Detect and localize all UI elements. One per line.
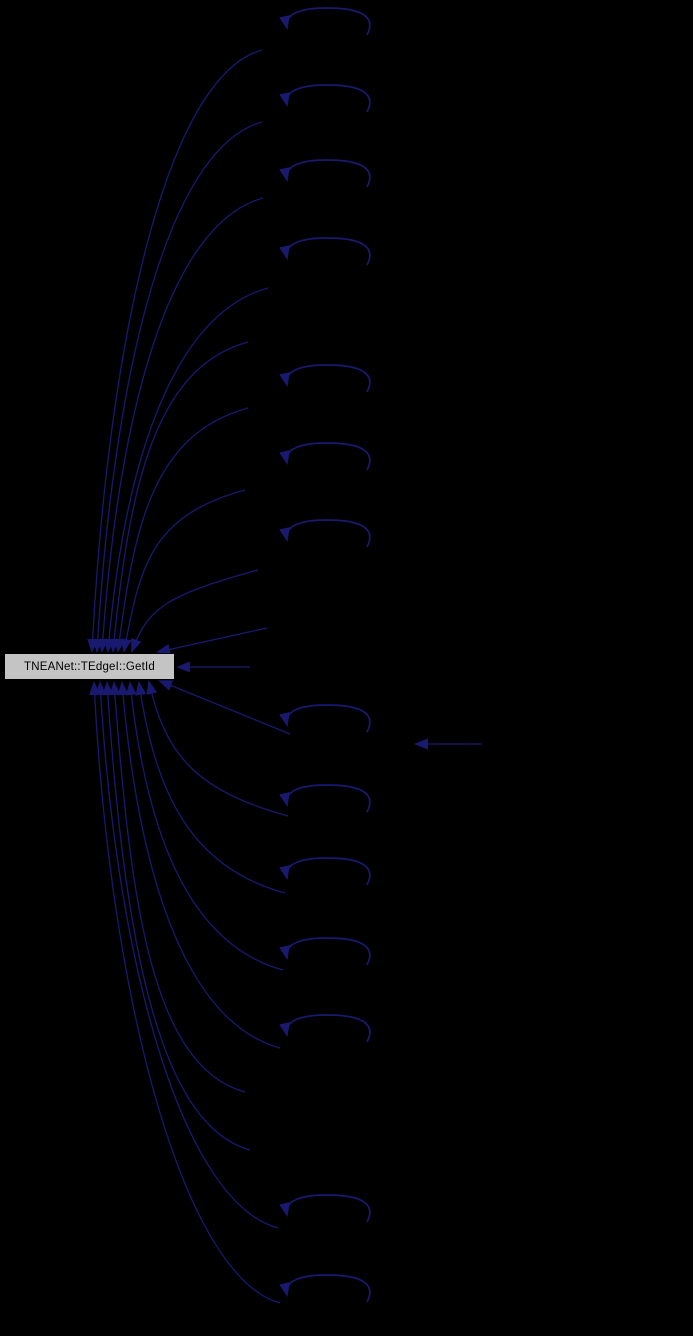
self-loop-edge — [279, 704, 371, 733]
caller-edge — [156, 627, 268, 655]
self-loop-edge — [279, 784, 371, 813]
self-loop-edge — [279, 1194, 371, 1223]
caller-edge — [92, 121, 263, 653]
caller-edge — [89, 681, 281, 1304]
center-node-label: TNEANet::TEdgeI::GetId — [24, 660, 155, 673]
caller-edge — [87, 49, 263, 653]
self-loop-edge — [279, 7, 371, 36]
caller-edge — [158, 680, 291, 735]
caller-edge — [120, 489, 246, 653]
caller-edge — [102, 681, 251, 1151]
caller-edge — [131, 569, 259, 653]
self-loop-edge — [279, 84, 371, 113]
self-loop-edge — [279, 442, 371, 471]
self-loop-edge — [279, 857, 371, 886]
caller-edge — [108, 341, 249, 653]
self-loop-edge — [279, 159, 371, 188]
self-loop-edge — [279, 237, 371, 266]
caller-edge — [103, 287, 269, 653]
caller-edge — [109, 681, 246, 1093]
self-loop-edge — [279, 937, 371, 966]
caller-edge — [135, 681, 286, 894]
self-loop-edge — [279, 1274, 371, 1303]
caller-edge — [117, 681, 281, 1049]
caller-edge — [146, 680, 289, 817]
self-loop-edge — [279, 1014, 371, 1043]
caller-edge — [97, 197, 264, 653]
center-node[interactable]: TNEANet::TEdgeI::GetId — [4, 653, 175, 680]
caller-edge — [125, 681, 284, 971]
self-loop-edge — [279, 364, 371, 393]
caller-edge — [95, 681, 279, 1229]
self-loop-edge — [279, 519, 371, 548]
caller-edge — [114, 407, 249, 653]
